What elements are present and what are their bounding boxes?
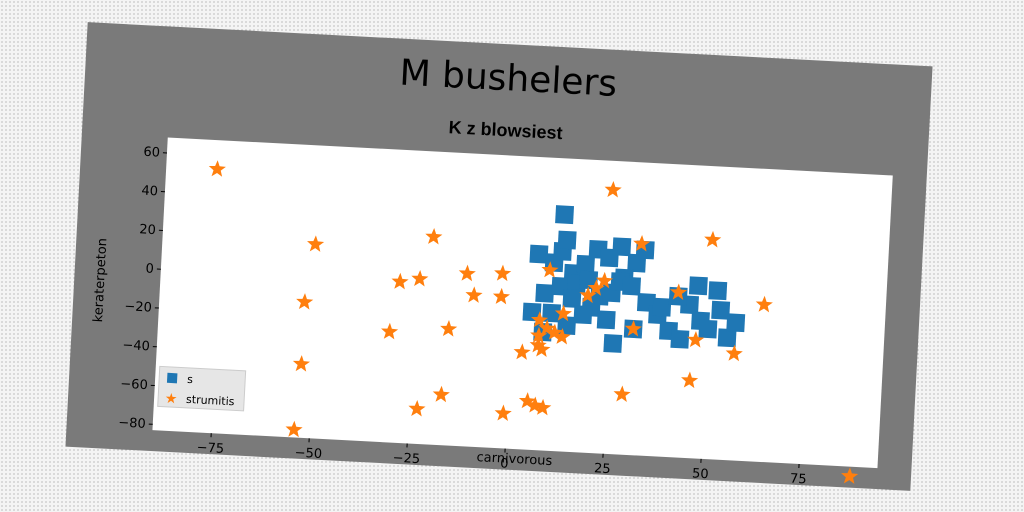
legend-label-s: s [187,373,194,386]
point-strumitis [285,420,303,438]
point-strumitis [687,331,705,348]
point-s [562,289,582,309]
point-s [529,244,549,264]
point-s [576,254,595,274]
point-s [603,334,623,353]
point-strumitis [529,336,547,353]
point-strumitis [440,320,458,337]
chart-svg: 60 40 20 0 −20 −40 −60 −80 −75 −50 −25 0 25 50 75 car… [91,137,893,488]
point-strumitis [296,293,314,310]
point-strumitis [411,269,429,287]
y-tick-label: 20 [139,222,156,238]
point-strumitis [432,385,450,403]
point-strumitis [533,340,551,358]
point-strumitis [381,322,399,340]
point-strumitis [538,319,556,336]
point-s [708,281,728,301]
point-strumitis [513,343,531,360]
x-tick-label: 0 [500,456,509,471]
legend-marker-s [166,372,178,384]
point-s [557,230,577,250]
legend-box [157,365,247,412]
point-strumitis [208,160,226,177]
point-strumitis [530,326,548,344]
point-strumitis [755,295,773,313]
y-tick-label: −20 [124,299,152,315]
point-s [522,302,542,322]
point-strumitis [587,279,605,296]
point-s [596,310,616,330]
x-tick-label: 25 [594,461,611,477]
figure-panel: M bushelers K z blowsiest 60 40 20 0 −20 −40−… [65,22,933,491]
point-strumitis [681,371,699,389]
point-strumitis [465,286,483,303]
point-strumitis [292,355,310,372]
point-strumitis [458,264,476,282]
point-strumitis [613,385,631,403]
point-s [579,270,599,290]
point-strumitis [494,264,512,282]
point-strumitis [307,235,325,252]
legend: s ★ strumitis [157,365,247,412]
point-strumitis [541,261,559,278]
y-tick-label: −80 [118,415,146,431]
point-s [555,205,575,225]
x-tick-label: −25 [392,451,420,467]
legend-label-strumitis: strumitis [186,393,235,409]
x-tick-label: −50 [294,446,322,462]
point-strumitis [554,304,572,322]
point-s [726,313,746,333]
point-strumitis [633,234,651,252]
point-strumitis [391,272,409,290]
point-strumitis [669,283,688,301]
y-tick-label: 60 [143,145,160,161]
y-tick-label: 40 [141,184,158,200]
point-strumitis [425,227,443,245]
point-strumitis [492,287,511,305]
point-s [535,283,555,303]
point-s [717,328,737,348]
y-tick-label: −60 [120,377,148,393]
x-tick-label: 50 [692,466,709,482]
point-s [711,300,731,320]
legend-marker-strumitis: ★ [164,391,177,408]
point-strumitis [408,399,426,417]
point-strumitis [595,271,614,289]
y-tick-label: 0 [145,261,154,276]
point-strumitis [518,392,536,409]
point-strumitis [553,327,571,345]
point-strumitis [604,180,622,198]
point-strumitis [530,311,549,328]
point-strumitis [579,286,597,304]
point-strumitis [624,320,642,337]
point-strumitis [494,404,512,422]
y-tick-label: −40 [122,338,150,354]
x-tick-label: 75 [790,472,807,488]
point-s [652,297,672,317]
point-s [612,237,632,257]
point-s [573,305,593,325]
x-tick-label: −75 [196,440,224,456]
y-axis-label: keraterpeton [91,238,110,323]
point-strumitis [704,230,722,248]
point-s [698,319,718,339]
point-strumitis [841,467,859,484]
point-strumitis [534,398,552,416]
point-s [688,276,708,296]
point-s [622,276,642,296]
plot-area [152,137,893,469]
x-axis-label: carnivorous [476,450,553,469]
point-s [670,329,690,349]
point-strumitis [546,323,564,341]
point-strumitis [725,344,743,362]
